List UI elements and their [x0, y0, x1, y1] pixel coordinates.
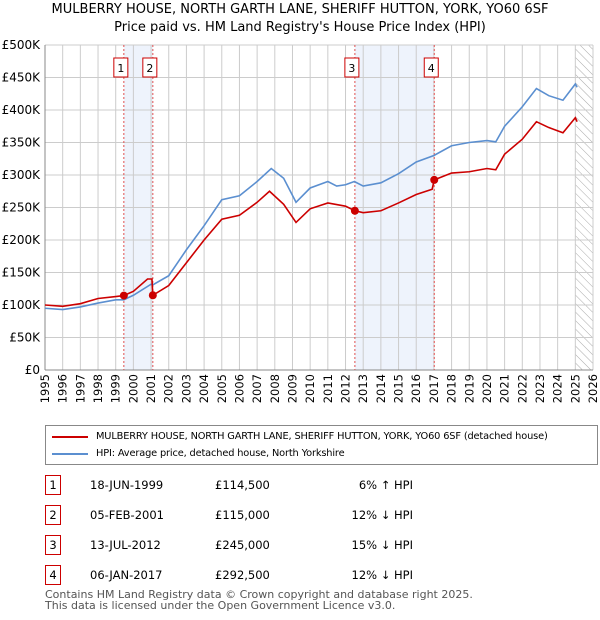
- x-tick-label: 2016: [409, 374, 423, 403]
- x-tick-label: 2005: [215, 374, 229, 403]
- y-tick-label: £450K: [2, 71, 42, 85]
- chart-title: MULBERRY HOUSE, NORTH GARTH LANE, SHERIF…: [51, 2, 549, 17]
- marker-badge: 4: [45, 565, 61, 585]
- footer: Contains HM Land Registry data © Crown c…: [45, 589, 473, 611]
- sale-point: [148, 291, 157, 300]
- sale-point: [350, 206, 359, 215]
- x-tick-label: 2011: [321, 374, 335, 403]
- transaction-hpi-delta: 12% ↓ HPI: [351, 508, 413, 522]
- marker-badge: 2: [45, 505, 61, 525]
- x-tick-label: 2008: [268, 374, 282, 403]
- transaction-date: 06-JAN-2017: [90, 568, 163, 582]
- y-tick-label: £150K: [2, 266, 42, 280]
- x-tick-label: 2009: [285, 374, 299, 403]
- x-tick-label: 2020: [480, 374, 494, 403]
- footer-line-2: This data is licensed under the Open Gov…: [45, 599, 396, 612]
- price-chart: 1995 1996 1997 1998 1999 2000 2001 2002 2003 2004…: [2, 38, 600, 403]
- sale-label: 2: [146, 62, 153, 75]
- transaction-date: 18-JUN-1999: [90, 478, 164, 492]
- x-tick-label: 1995: [38, 374, 52, 403]
- y-tick-label: £500K: [2, 38, 42, 52]
- sale-label: 3: [348, 62, 355, 75]
- sale-label-box: [344, 57, 360, 78]
- transaction-hpi-delta: 12% ↓ HPI: [351, 568, 413, 582]
- sale-label-box: [113, 57, 129, 78]
- y-tick-label: £200K: [2, 233, 42, 247]
- y-tick-label: £300K: [2, 168, 42, 182]
- legend-line-blue: [52, 452, 88, 455]
- transaction-price: £292,500: [215, 568, 270, 582]
- x-tick-label: 2023: [533, 374, 547, 403]
- sale-label-box: [423, 57, 439, 78]
- x-tick-label: 2013: [356, 374, 370, 403]
- chart-subtitle: Price paid vs. HM Land Registry's House …: [114, 20, 486, 35]
- sale-point: [119, 291, 128, 300]
- x-tick-label: 2015: [392, 374, 406, 403]
- transaction-row: 3 13-JUL-2012 £245,000 15% ↓ HPI: [45, 535, 445, 555]
- x-tick-label: 2006: [232, 374, 246, 403]
- x-tick-label: 2019: [462, 374, 476, 403]
- y-tick-label: £100K: [2, 298, 42, 312]
- x-tick-label: 2024: [551, 374, 565, 403]
- x-tick-label: 2012: [339, 374, 353, 403]
- transaction-hpi-delta: 6% ↑ HPI: [358, 478, 413, 492]
- x-tick-label: 2010: [303, 374, 317, 403]
- sale-label: 4: [428, 62, 435, 75]
- x-tick-label: 2007: [250, 374, 264, 403]
- x-tick-label: 2002: [162, 374, 176, 403]
- x-tick-label: 2014: [374, 374, 388, 403]
- sale-label: 1: [117, 62, 124, 75]
- x-tick-label: 1997: [73, 374, 87, 403]
- x-tick-label: 2025: [568, 374, 582, 403]
- y-tick-label: £50K: [9, 331, 41, 345]
- legend: MULBERRY HOUSE, NORTH GARTH LANE, SHERIF…: [45, 425, 598, 465]
- y-tick-label: £350K: [2, 136, 42, 150]
- x-tick-label: 2022: [515, 374, 529, 403]
- legend-label: HPI: Average price, detached house, Nort…: [96, 448, 345, 459]
- transaction-row: 1 18-JUN-1999 £114,500 6% ↑ HPI: [45, 475, 445, 495]
- x-tick-label: 1996: [56, 374, 70, 403]
- transaction-date: 13-JUL-2012: [90, 538, 161, 552]
- property-price-line: [44, 116, 578, 308]
- legend-item-property: MULBERRY HOUSE, NORTH GARTH LANE, SHERIF…: [52, 431, 548, 442]
- transaction-price: £114,500: [215, 478, 270, 492]
- hpi-line: [44, 82, 578, 311]
- transaction-row: 2 05-FEB-2001 £115,000 12% ↓ HPI: [45, 505, 445, 525]
- y-tick-label: £250K: [2, 201, 42, 215]
- transaction-price: £245,000: [215, 538, 270, 552]
- transaction-row: 4 06-JAN-2017 £292,500 12% ↓ HPI: [45, 565, 445, 585]
- x-tick-label: 1998: [91, 374, 105, 403]
- legend-label: MULBERRY HOUSE, NORTH GARTH LANE, SHERIF…: [96, 431, 548, 442]
- y-tick-label: £400K: [2, 103, 42, 117]
- x-tick-label: 2017: [427, 374, 441, 403]
- footer-line-1: Contains HM Land Registry data © Crown c…: [45, 588, 473, 601]
- transaction-price: £115,000: [215, 508, 270, 522]
- transaction-hpi-delta: 15% ↓ HPI: [351, 538, 413, 552]
- y-tick-label: £0: [25, 363, 40, 377]
- marker-badge: 3: [45, 535, 61, 555]
- sale-label-box: [142, 57, 158, 78]
- legend-item-hpi: HPI: Average price, detached house, Nort…: [52, 448, 345, 459]
- x-tick-label: 2018: [445, 374, 459, 403]
- x-tick-label: 2026: [586, 374, 600, 403]
- x-tick-label: 2004: [197, 374, 211, 403]
- x-tick-label: 2001: [144, 374, 158, 403]
- sale-point: [430, 175, 439, 184]
- transaction-date: 05-FEB-2001: [90, 508, 164, 522]
- legend-line-red: [52, 435, 88, 438]
- x-tick-label: 1999: [109, 374, 123, 403]
- x-tick-label: 2021: [498, 374, 512, 403]
- x-tick-label: 2003: [179, 374, 193, 403]
- x-tick-label: 2000: [126, 374, 140, 403]
- marker-badge: 1: [45, 475, 61, 495]
